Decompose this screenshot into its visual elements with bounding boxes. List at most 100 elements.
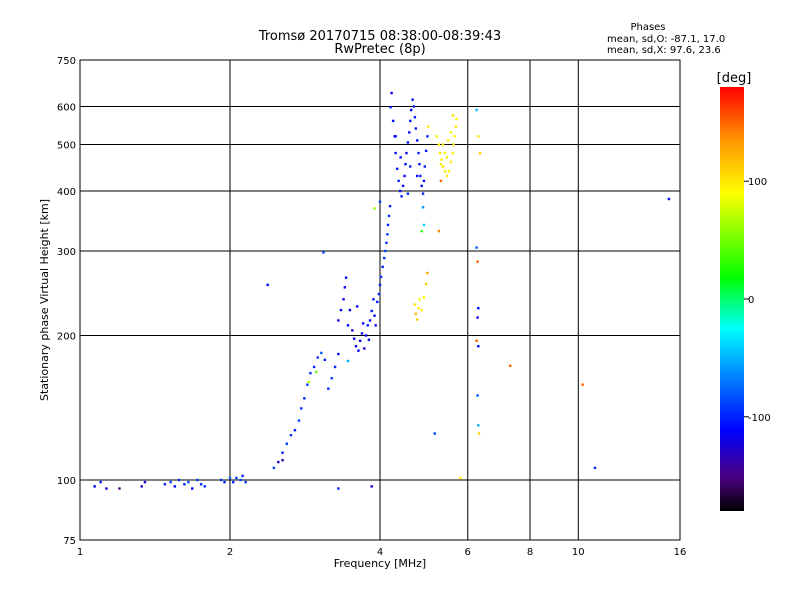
data-point-49 [343, 286, 347, 289]
data-point-173 [508, 364, 512, 367]
data-point-156 [451, 114, 455, 117]
data-point-41 [322, 251, 325, 254]
data-point-155 [439, 162, 443, 166]
data-point-34 [309, 371, 312, 375]
data-point-82 [373, 207, 376, 210]
data-point-142 [441, 165, 445, 168]
data-point-63 [366, 324, 369, 327]
chart-title: Tromsø 20170715 08:38:00-08:39:43 [258, 29, 501, 44]
data-point-45 [337, 352, 340, 356]
y-tick-label-4: 400 [57, 187, 76, 198]
data-point-23 [266, 283, 269, 287]
data-point-17 [228, 476, 232, 480]
y-axis-label: Stationary phase Virtual Height [km] [38, 199, 51, 401]
data-point-171 [433, 432, 436, 435]
data-point-13 [199, 483, 203, 486]
y-tick-label-2: 200 [57, 332, 76, 343]
data-point-74 [381, 265, 384, 269]
colorbar-ticks: -100 0 100 [744, 177, 771, 424]
data-point-164 [477, 307, 480, 310]
data-point-158 [445, 156, 449, 159]
data-point-166 [475, 339, 478, 343]
data-point-124 [422, 223, 426, 227]
data-point-114 [422, 179, 426, 183]
data-point-40 [315, 370, 318, 374]
data-point-6 [169, 480, 172, 484]
data-point-71 [377, 292, 381, 296]
data-point-75 [383, 256, 386, 260]
data-point-161 [478, 151, 482, 155]
data-point-72 [378, 283, 382, 287]
data-point-100 [406, 141, 410, 144]
data-point-107 [414, 127, 418, 130]
data-point-52 [348, 308, 352, 312]
data-point-0 [93, 485, 96, 488]
data-point-79 [386, 223, 390, 227]
data-point-7 [173, 485, 177, 488]
data-point-10 [187, 480, 190, 484]
data-point-26 [281, 451, 284, 454]
data-point-135 [437, 229, 441, 233]
y-tick-label-6: 600 [57, 103, 76, 114]
colorbar [720, 87, 744, 511]
data-point-174 [581, 383, 584, 386]
data-point-131 [420, 308, 423, 312]
data-point-137 [427, 125, 430, 128]
phases-x-stats: mean, sd,X: 97.6, 23.6 [607, 45, 721, 56]
data-point-154 [449, 131, 453, 134]
data-point-77 [385, 241, 388, 245]
data-point-87 [389, 106, 392, 109]
data-point-32 [303, 397, 306, 400]
data-point-138 [435, 135, 438, 138]
data-point-101 [408, 131, 411, 134]
x-axis-ticks: 1 2 4 6 8 10 16 [77, 547, 687, 558]
y-tick-label-7: 750 [57, 56, 76, 67]
data-point-8 [177, 478, 181, 482]
data-point-14 [203, 485, 206, 488]
y-tick-label-3: 300 [57, 247, 76, 258]
data-point-70 [376, 300, 379, 304]
data-point-64 [367, 338, 371, 341]
data-point-85 [337, 487, 340, 490]
data-point-106 [413, 116, 417, 119]
data-point-92 [395, 167, 399, 171]
x-tick-label-1: 2 [227, 547, 233, 558]
data-point-19 [235, 476, 238, 480]
data-point-148 [452, 143, 455, 146]
data-point-116 [424, 149, 428, 153]
data-point-94 [398, 189, 402, 193]
data-point-46 [337, 319, 340, 322]
x-tick-label-4: 8 [527, 547, 533, 558]
data-point-11 [191, 487, 194, 490]
data-point-125 [420, 229, 423, 233]
data-point-168 [476, 394, 479, 397]
data-point-115 [423, 165, 426, 168]
data-point-29 [293, 429, 297, 432]
data-point-121 [415, 174, 419, 178]
data-point-9 [183, 483, 186, 486]
data-point-50 [344, 276, 348, 279]
data-point-61 [363, 347, 366, 350]
data-point-35 [312, 365, 316, 369]
data-point-80 [387, 214, 391, 218]
data-point-96 [401, 184, 405, 188]
data-point-105 [412, 105, 416, 108]
data-point-157 [441, 143, 445, 146]
data-point-147 [451, 151, 455, 155]
data-point-88 [390, 91, 393, 95]
data-point-4 [143, 480, 147, 484]
data-point-163 [476, 260, 479, 263]
data-point-57 [357, 349, 360, 352]
data-point-73 [379, 275, 383, 279]
data-point-133 [424, 282, 428, 286]
data-point-175 [593, 466, 597, 470]
data-point-151 [455, 117, 458, 121]
data-point-5 [163, 483, 167, 486]
data-point-122 [406, 192, 410, 195]
data-point-103 [409, 108, 413, 112]
data-point-83 [378, 200, 382, 203]
data-point-68 [373, 314, 376, 317]
phases-o-stats: mean, sd,O: -87.1, 17.0 [607, 34, 725, 45]
data-point-176 [667, 197, 671, 201]
data-point-170 [477, 432, 481, 435]
